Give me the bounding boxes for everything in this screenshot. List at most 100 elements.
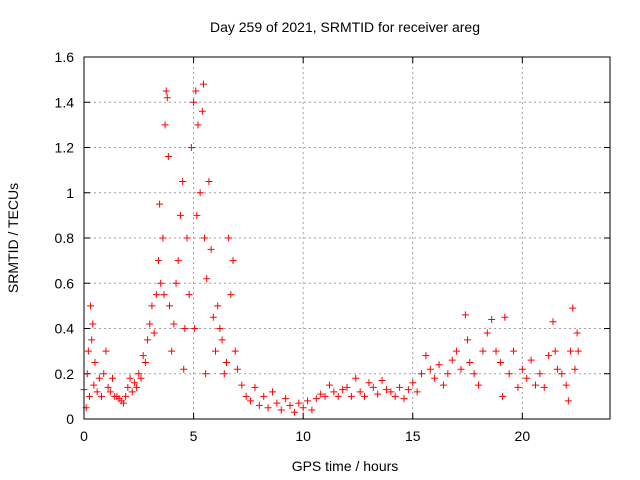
data-point: [273, 399, 281, 407]
data-point: [553, 365, 561, 373]
data-point: [93, 388, 101, 396]
data-point: [160, 291, 168, 299]
data-point: [569, 304, 577, 312]
data-point: [382, 386, 390, 394]
data-point: [144, 336, 152, 344]
data-point: [172, 279, 180, 287]
data-point: [523, 374, 531, 382]
data-point: [352, 374, 360, 382]
data-point: [404, 386, 412, 394]
chart-title: Day 259 of 2021, SRMTID for receiver are…: [210, 19, 480, 35]
data-point: [89, 320, 97, 328]
data-point: [483, 329, 491, 337]
data-point: [227, 291, 235, 299]
data-point: [361, 392, 369, 400]
data-point: [501, 313, 509, 321]
data-point: [199, 80, 207, 88]
data-point: [347, 392, 355, 400]
data-point: [218, 336, 226, 344]
data-point: [180, 365, 188, 373]
data-point: [457, 365, 465, 373]
data-point: [201, 234, 209, 242]
data-point: [356, 388, 364, 396]
data-point: [214, 302, 222, 310]
data-point: [137, 374, 145, 382]
data-point: [551, 347, 559, 355]
data-point: [163, 94, 171, 102]
data-point: [479, 347, 487, 355]
data-point: [168, 347, 176, 355]
data-point: [176, 211, 184, 219]
data-point: [216, 325, 224, 332]
data-point: [325, 381, 333, 389]
data-point: [119, 399, 127, 407]
data-point: [231, 347, 239, 355]
data-point: [365, 379, 373, 387]
y-axis-label: SRMTID / TECUs: [5, 183, 21, 293]
y-tick-label: 0.8: [55, 230, 75, 246]
data-point: [277, 406, 285, 414]
data-point: [321, 392, 329, 400]
data-point: [212, 347, 219, 355]
axis-ticks: 0 0.2 0.4 0.6 0.8 1 1.2 1.4 1.6 0 5 10 15 20: [55, 49, 610, 444]
data-point: [374, 390, 382, 398]
data-point: [496, 358, 504, 366]
data-point: [139, 352, 147, 360]
data-point: [128, 388, 136, 396]
data-point: [409, 379, 417, 387]
data-point: [391, 392, 399, 400]
data-point: [492, 347, 500, 355]
data-point: [549, 318, 557, 326]
data-point: [179, 177, 187, 185]
data-point: [193, 211, 201, 219]
data-point: [148, 302, 156, 310]
data-point: [573, 329, 581, 337]
x-tick-label: 5: [190, 428, 198, 444]
data-point: [185, 291, 193, 299]
data-point: [247, 397, 255, 405]
data-point: [192, 87, 200, 95]
data-point: [527, 356, 535, 364]
data-point: [439, 381, 447, 389]
data-point: [135, 370, 143, 378]
data-point: [470, 370, 478, 378]
data-point: [222, 358, 230, 366]
data-point: [174, 257, 182, 265]
grid-lines: [84, 57, 610, 419]
data-point: [157, 279, 165, 287]
x-tick-label: 15: [405, 428, 421, 444]
data-point: [264, 404, 272, 412]
data-point: [312, 395, 320, 403]
data-point: [106, 388, 114, 396]
plot-frame: [83, 56, 611, 420]
data-point: [545, 352, 553, 360]
data-point: [187, 144, 195, 151]
data-point: [251, 383, 259, 391]
x-tick-label: 10: [295, 428, 311, 444]
data-point: [133, 383, 141, 391]
data-point: [536, 370, 544, 378]
data-point: [426, 365, 434, 373]
data-point: [475, 381, 482, 389]
x-tick-label: 20: [515, 428, 531, 444]
data-point: [225, 234, 233, 242]
data-point: [514, 383, 522, 391]
data-point: [510, 347, 518, 355]
data-point: [567, 347, 575, 355]
data-point: [282, 395, 290, 403]
data-point: [100, 370, 108, 378]
data-point: [286, 401, 294, 409]
data-point: [104, 383, 112, 391]
data-point: [220, 370, 228, 378]
data-point: [164, 153, 172, 161]
y-tick-label: 1.4: [55, 94, 75, 110]
data-point: [448, 356, 456, 364]
data-point: [562, 381, 570, 389]
data-point: [290, 408, 298, 416]
data-point: [531, 381, 539, 389]
data-point: [317, 390, 325, 398]
data-point: [571, 365, 579, 373]
data-point: [304, 397, 312, 405]
data-point: [190, 98, 198, 106]
data-point: [95, 374, 103, 382]
